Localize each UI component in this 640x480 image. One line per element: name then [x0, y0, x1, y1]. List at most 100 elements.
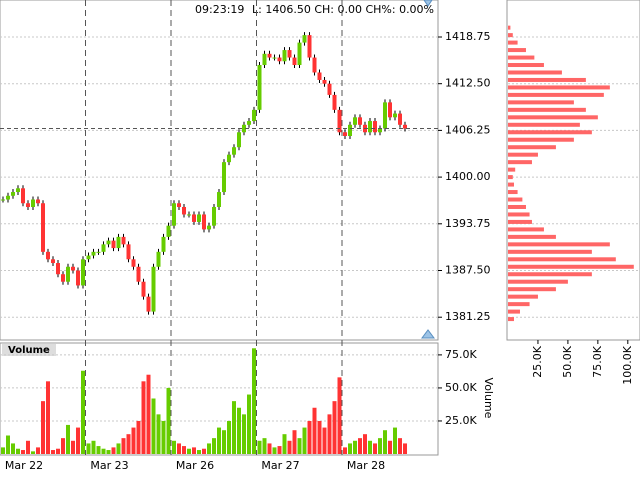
- candle: [317, 72, 322, 80]
- candle: [71, 266, 75, 271]
- candle: [86, 255, 91, 260]
- profile-bar: [508, 227, 544, 232]
- scroll-icon[interactable]: [423, 0, 433, 7]
- candle: [6, 195, 10, 200]
- candle: [136, 266, 141, 282]
- candle: [51, 259, 55, 264]
- y-tick-label: 1387.50: [445, 264, 491, 277]
- candle: [177, 203, 181, 207]
- profile-bar: [508, 115, 598, 120]
- candle: [16, 188, 20, 193]
- volume-bar: [232, 401, 236, 454]
- volume-bar: [21, 450, 25, 454]
- x-tick-label: Mar 22: [5, 459, 43, 472]
- volume-bar: [267, 443, 272, 454]
- profile-bar: [508, 212, 530, 217]
- profile-bar: [508, 175, 513, 180]
- x-tick-label: Mar 26: [176, 459, 214, 472]
- candle: [327, 83, 332, 95]
- candle: [272, 57, 277, 59]
- candle: [207, 225, 211, 230]
- volume-bar: [131, 427, 136, 454]
- volume-bar: [348, 443, 352, 454]
- volume-bar: [287, 440, 292, 454]
- candle: [106, 240, 111, 245]
- volume-bar: [106, 450, 111, 454]
- candle: [227, 154, 231, 163]
- profile-bar: [508, 167, 516, 172]
- candle: [202, 214, 206, 230]
- candle: [307, 35, 312, 58]
- candle: [1, 199, 5, 201]
- volume-bar: [378, 438, 382, 454]
- volume-bar: [202, 448, 206, 454]
- scroll-icon[interactable]: [421, 329, 435, 339]
- volume-bar: [76, 427, 80, 454]
- profile-bar: [508, 182, 514, 187]
- candle: [403, 124, 407, 129]
- candle: [121, 236, 126, 245]
- volume-bar: [136, 420, 141, 454]
- y-tick-label: 1406.25: [445, 123, 491, 136]
- volume-bar: [172, 440, 176, 454]
- volume-bar: [242, 414, 246, 454]
- volume-bar: [398, 438, 402, 454]
- volume-bar: [116, 443, 121, 454]
- candle: [237, 132, 241, 148]
- candle: [267, 53, 272, 58]
- candle: [302, 35, 307, 43]
- profile-bar: [508, 242, 610, 247]
- volume-bar: [327, 414, 332, 454]
- volume-bar: [383, 430, 387, 454]
- volume-bar: [363, 434, 367, 454]
- candle: [242, 124, 246, 133]
- profile-bar: [508, 264, 634, 269]
- volume-bar: [277, 446, 282, 454]
- volume-bar: [61, 438, 65, 454]
- candle: [21, 188, 25, 204]
- volume-bar: [31, 451, 35, 454]
- volume-axis-label: Volume: [482, 378, 495, 419]
- profile-bar: [508, 309, 520, 314]
- candle: [292, 57, 297, 66]
- time-label: 09:23:19: [195, 3, 244, 16]
- volume-bar: [312, 407, 317, 454]
- candle: [172, 203, 176, 226]
- volume-tab: [2, 344, 56, 356]
- candle: [126, 244, 131, 260]
- volume-bar: [1, 447, 5, 454]
- volume-bar: [272, 447, 277, 454]
- candle: [101, 244, 106, 252]
- candle: [61, 274, 65, 282]
- profile-bar: [508, 272, 592, 277]
- profile-bar: [508, 107, 586, 112]
- volume-bar: [156, 414, 161, 454]
- profile-bar: [508, 48, 526, 53]
- candle: [31, 199, 35, 207]
- candle: [247, 121, 251, 125]
- volume-bar: [358, 438, 362, 454]
- profile-bar: [508, 152, 538, 157]
- candle: [41, 203, 45, 252]
- candle: [56, 263, 60, 275]
- candle: [222, 162, 226, 193]
- candle: [116, 236, 121, 249]
- volume-bar: [36, 447, 40, 454]
- candle: [76, 270, 80, 286]
- volume-bar: [297, 438, 302, 454]
- candle: [287, 50, 292, 58]
- y-tick-label: 1400.00: [445, 170, 491, 183]
- candle: [96, 251, 101, 253]
- volume-bar: [101, 448, 106, 454]
- volume-bar: [207, 443, 211, 454]
- volume-bar: [302, 427, 307, 454]
- volume-bar: [56, 448, 60, 454]
- volume-bar: [81, 370, 85, 454]
- volume-bar: [6, 435, 10, 454]
- candle: [353, 117, 357, 125]
- candle: [146, 296, 151, 312]
- profile-bar: [508, 55, 535, 60]
- volume-bar: [403, 443, 407, 454]
- candle: [91, 251, 96, 256]
